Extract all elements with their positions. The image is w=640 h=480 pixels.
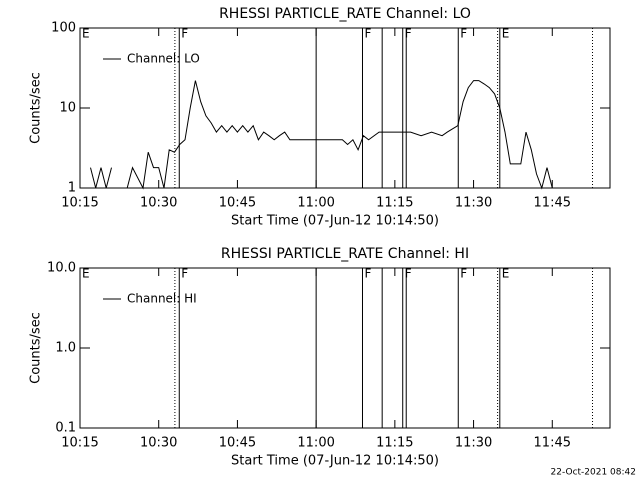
event-label: F (405, 267, 412, 281)
x-tick-label: 10:30 (140, 436, 177, 451)
x-tick-label: 11:30 (455, 436, 492, 451)
event-label: E (502, 267, 510, 281)
y-tick-label: 100 (51, 21, 76, 36)
legend-label: Channel: HI (127, 292, 197, 306)
x-tick-label: 11:15 (376, 436, 413, 451)
x-tick-label: 11:45 (534, 436, 571, 451)
x-axis-label: Start Time (07-Jun-12 10:14:50) (231, 214, 439, 229)
event-label: F (364, 267, 371, 281)
x-axis-label: Start Time (07-Jun-12 10:14:50) (231, 454, 439, 469)
event-label: F (460, 267, 467, 281)
chart-title: RHESSI PARTICLE_RATE Channel: HI (221, 246, 469, 262)
y-tick-label: 1 (68, 181, 76, 196)
event-label: F (181, 267, 188, 281)
x-tick-label: 11:00 (297, 196, 334, 211)
y-tick-label: 1.0 (55, 341, 76, 356)
event-label: E (502, 27, 510, 41)
y-tick-label: 10.0 (47, 261, 76, 276)
x-tick-label: 11:30 (455, 196, 492, 211)
y-tick-label: 10 (59, 101, 76, 116)
x-tick-label: 10:15 (61, 436, 98, 451)
event-label: E (82, 267, 90, 281)
footer: 22-Oct-2021 08:42 (551, 468, 636, 478)
plot-frame (79, 27, 611, 189)
x-tick-label: 10:45 (219, 196, 256, 211)
legend-label: Channel: LO (127, 52, 200, 66)
x-tick-label: 10:15 (61, 196, 98, 211)
event-label: F (405, 27, 412, 41)
event-label: F (364, 27, 371, 41)
chart-title: RHESSI PARTICLE_RATE Channel: LO (219, 6, 471, 22)
plot-frame (79, 267, 611, 429)
x-tick-label: 11:45 (534, 196, 571, 211)
event-label: E (82, 27, 90, 41)
y-axis-label: Counts/sec (29, 312, 44, 384)
y-axis-label: Counts/sec (29, 72, 44, 144)
x-tick-label: 10:45 (219, 436, 256, 451)
y-tick-label: 0.1 (55, 421, 76, 436)
event-label: F (460, 27, 467, 41)
x-tick-label: 11:00 (297, 436, 334, 451)
event-label: F (181, 27, 188, 41)
x-tick-label: 11:15 (376, 196, 413, 211)
x-tick-label: 10:30 (140, 196, 177, 211)
